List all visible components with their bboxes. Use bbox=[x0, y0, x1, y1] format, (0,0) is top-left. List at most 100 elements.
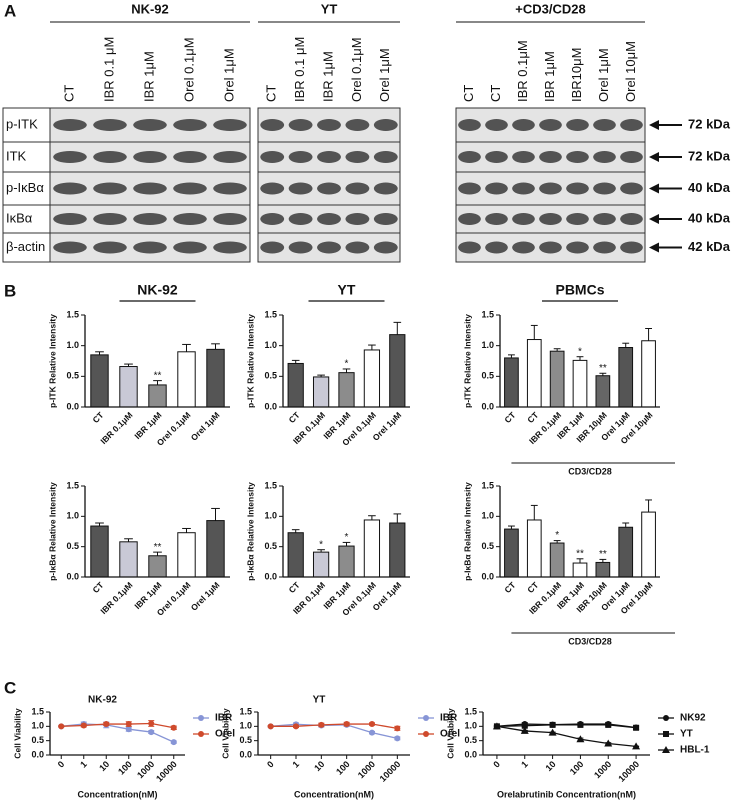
blot-band bbox=[53, 151, 87, 163]
row-label: IκBα bbox=[6, 210, 33, 225]
blot-band bbox=[133, 151, 167, 163]
y-tick-label: 0.0 bbox=[66, 571, 79, 581]
legend-label: IBR bbox=[215, 713, 233, 724]
legend-label: NK92 bbox=[680, 713, 706, 724]
blot-band bbox=[593, 119, 616, 131]
bar bbox=[363, 519, 381, 578]
legend-marker bbox=[663, 731, 669, 737]
lane-label: CT bbox=[488, 85, 503, 102]
blot-band bbox=[620, 182, 643, 195]
marker bbox=[576, 735, 585, 743]
blot-band bbox=[373, 119, 398, 131]
blot-band bbox=[373, 241, 398, 254]
marker bbox=[80, 722, 87, 729]
legend-label: YT bbox=[680, 729, 693, 740]
y-axis-label: p-IκBα Relative Intensity bbox=[47, 482, 57, 581]
blot-band bbox=[53, 241, 87, 254]
bar bbox=[119, 366, 138, 408]
x-tick-label: 1 bbox=[290, 759, 301, 770]
y-axis-label: p-ITK Relative Intensity bbox=[245, 314, 255, 408]
bar bbox=[312, 551, 330, 578]
marker bbox=[605, 721, 612, 728]
blot-band bbox=[620, 151, 643, 163]
blot-band bbox=[458, 182, 481, 195]
blot-band bbox=[485, 182, 508, 195]
lane-label: Orel 1μM bbox=[377, 48, 392, 102]
y-tick-label: 1.5 bbox=[239, 706, 252, 716]
blot-band bbox=[345, 182, 370, 195]
bar bbox=[572, 562, 588, 578]
blot-band bbox=[593, 151, 616, 163]
x-tick-label: 10000 bbox=[378, 759, 403, 784]
blot-band bbox=[485, 241, 508, 254]
y-axis-label: Cell Viability bbox=[12, 708, 22, 759]
legend-marker bbox=[662, 746, 670, 753]
blot-band bbox=[566, 182, 589, 195]
x-tick-label: 1000 bbox=[592, 759, 613, 780]
x-axis-label: Concentration(nM) bbox=[78, 789, 158, 799]
bar bbox=[287, 532, 304, 578]
blot-band bbox=[458, 119, 481, 131]
marker bbox=[267, 723, 274, 730]
blot-band bbox=[458, 241, 481, 254]
lane-label: CT bbox=[264, 85, 279, 102]
arrow-head bbox=[649, 152, 659, 162]
group-title: YT bbox=[321, 1, 338, 16]
y-tick-label: 1.5 bbox=[66, 480, 79, 490]
blot-band bbox=[173, 213, 207, 225]
marker bbox=[632, 742, 641, 750]
blot-band bbox=[593, 213, 616, 225]
significance: * bbox=[319, 539, 323, 550]
series-line bbox=[61, 723, 175, 743]
arrow-head bbox=[649, 242, 659, 253]
significance: ** bbox=[599, 549, 607, 560]
y-tick-label: 0.0 bbox=[264, 401, 277, 411]
bar bbox=[148, 555, 167, 578]
blot-band bbox=[539, 151, 562, 163]
marker bbox=[369, 729, 375, 736]
marker bbox=[148, 729, 155, 736]
y-tick-label: 0.0 bbox=[31, 749, 44, 759]
bar bbox=[641, 340, 656, 408]
series-line bbox=[270, 723, 398, 740]
bar bbox=[504, 528, 519, 578]
blot-band bbox=[260, 241, 285, 254]
y-tick-label: 0.5 bbox=[31, 735, 44, 745]
y-tick-label: 1.5 bbox=[66, 309, 79, 319]
blot-band bbox=[260, 119, 285, 131]
marker bbox=[604, 739, 613, 747]
x-tick-label: 100 bbox=[568, 759, 586, 777]
y-tick-label: 0.0 bbox=[264, 571, 277, 581]
marker bbox=[394, 725, 401, 732]
y-tick-label: 0.0 bbox=[464, 749, 477, 759]
lane-label: IBR10μM bbox=[569, 48, 584, 102]
blot-band bbox=[317, 241, 341, 254]
blot-band bbox=[512, 182, 535, 195]
significance: * bbox=[345, 532, 349, 543]
y-tick-label: 1.5 bbox=[264, 480, 277, 490]
marker bbox=[318, 721, 325, 728]
y-tick-label: 1.0 bbox=[264, 340, 277, 350]
blot-band bbox=[173, 151, 207, 163]
y-tick-label: 0.0 bbox=[239, 749, 252, 759]
significance: ** bbox=[154, 370, 162, 381]
blot-band bbox=[345, 151, 370, 163]
y-tick-label: 0.5 bbox=[264, 541, 277, 551]
blot-band bbox=[373, 213, 398, 225]
blot-band bbox=[458, 151, 481, 163]
marker bbox=[520, 726, 529, 734]
row-label-box bbox=[2, 171, 51, 206]
blot-band bbox=[566, 151, 589, 163]
chart-title: YT bbox=[338, 282, 356, 298]
x-tick-label: Orel 1μM bbox=[189, 580, 222, 613]
y-tick-label: 0.5 bbox=[239, 735, 252, 745]
marker bbox=[125, 721, 132, 728]
chart-title: YT bbox=[313, 695, 326, 706]
size-label: 72 kDa bbox=[688, 148, 731, 163]
x-tick-label: 10000 bbox=[154, 759, 179, 784]
panel-label: C bbox=[4, 678, 16, 697]
y-axis-label: p-ITK Relative Intensity bbox=[47, 314, 57, 408]
blot-band bbox=[288, 241, 313, 254]
lane-label: IBR 1μM bbox=[542, 51, 557, 102]
blot-band bbox=[485, 151, 508, 163]
